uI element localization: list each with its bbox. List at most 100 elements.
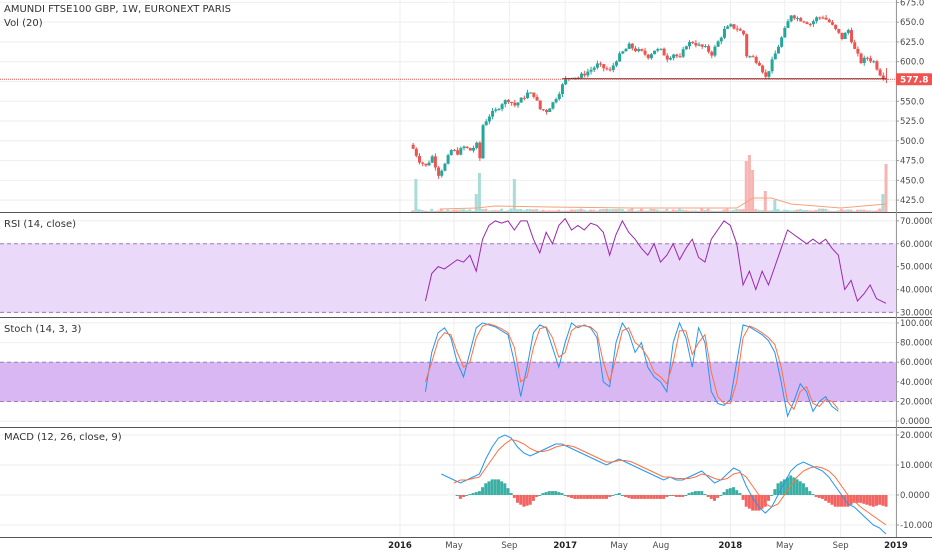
candle-body — [421, 162, 425, 164]
macd-histogram-bar — [763, 495, 767, 507]
volume-bar — [620, 209, 624, 212]
volume-bar — [538, 210, 542, 212]
volume-bar — [668, 210, 672, 212]
volume-bar — [427, 210, 431, 212]
y-tick-label: 20.0000 — [900, 397, 932, 407]
candle-body — [576, 77, 580, 79]
macd-histogram-bar — [712, 495, 716, 501]
macd-histogram-bar — [528, 495, 532, 505]
y-tick-label: 650.0 — [900, 18, 924, 28]
candle-body — [634, 48, 638, 52]
macd-histogram-bar — [573, 495, 577, 499]
macd-histogram-bar — [477, 491, 481, 495]
candle-body — [472, 147, 476, 151]
macd-histogram-bar — [550, 491, 554, 495]
candle-body — [548, 108, 552, 113]
macd-histogram-bar — [649, 495, 653, 499]
macd-histogram-bar — [506, 488, 510, 495]
candle-body — [764, 72, 768, 77]
macd-histogram-bar — [824, 495, 828, 501]
macd-histogram-bar — [846, 495, 850, 507]
volume-bar — [849, 209, 853, 212]
macd-histogram-bar — [687, 493, 691, 495]
candle-body — [719, 37, 723, 42]
rsi-band — [0, 243, 896, 313]
volume-bar — [509, 208, 513, 212]
macd-histogram-bar — [639, 495, 643, 499]
macd-histogram-bar — [538, 495, 542, 496]
macd-histogram-bar — [522, 495, 526, 507]
candle-body — [872, 61, 876, 63]
macd-histogram-bar — [598, 495, 602, 499]
volume-bar — [738, 209, 742, 212]
candle-body — [519, 97, 523, 103]
candle-body — [554, 99, 558, 103]
macd-histogram-bar — [620, 495, 624, 496]
macd-histogram-bar — [458, 495, 462, 499]
macd-histogram-bar — [608, 495, 612, 497]
candle-body — [830, 22, 834, 25]
macd-histogram-bar — [820, 495, 824, 499]
y-tick-label: 40.0000 — [900, 286, 932, 296]
candle-body — [713, 46, 717, 56]
volume-bar — [423, 210, 427, 212]
volume-bar — [433, 210, 437, 212]
macd-histogram-bar — [700, 491, 704, 495]
candle-body — [716, 41, 720, 47]
candle-body — [491, 110, 495, 117]
volume-bar — [525, 209, 529, 212]
volume-bar — [411, 210, 415, 212]
macd-histogram-bar — [595, 495, 599, 499]
volume-bar — [728, 210, 732, 212]
macd-histogram-bar — [770, 495, 774, 496]
volume-bar — [481, 209, 485, 212]
macd-histogram-bar — [735, 490, 739, 495]
macd-histogram-bar — [611, 495, 615, 496]
candle-body — [827, 19, 831, 23]
candle-body — [761, 65, 765, 73]
macd-histogram-bar — [630, 495, 634, 499]
macd-histogram-bar — [563, 495, 567, 496]
candle-body — [786, 21, 790, 28]
candle-body — [605, 68, 609, 70]
macd-histogram-bar — [728, 488, 732, 495]
macd-histogram-bar — [741, 495, 745, 500]
macd-histogram-bar — [814, 495, 818, 497]
macd-histogram-bar — [544, 492, 548, 495]
volume-bar — [712, 210, 716, 212]
rsi-line — [424, 217, 887, 304]
macd-histogram-bar — [627, 495, 631, 498]
stoch-k-line — [424, 321, 839, 418]
volume-bar — [544, 210, 548, 212]
candle-body — [481, 125, 485, 159]
macd-histogram-bar — [658, 495, 662, 499]
volume-bar — [624, 210, 628, 212]
volume-bar — [722, 209, 726, 212]
volume-bar — [474, 194, 478, 212]
macd-histogram-bar — [519, 495, 523, 505]
volume-bar — [598, 209, 602, 212]
volume-bar — [687, 210, 691, 212]
candle-body — [859, 53, 863, 63]
volume-bar — [630, 208, 634, 212]
volume-bar — [563, 210, 567, 212]
candle-body — [875, 61, 879, 70]
y-tick-label: 0.0000 — [900, 491, 930, 501]
candle-body — [545, 110, 549, 113]
volume-bar — [442, 210, 446, 212]
macd-histogram-bar — [833, 495, 837, 507]
candle-body — [475, 142, 479, 148]
macd-histogram-bar — [760, 495, 764, 509]
macd-histogram-bar — [455, 495, 459, 496]
macd-histogram-bar — [697, 491, 701, 495]
macd-histogram-bar — [674, 495, 678, 497]
macd-histogram-bar — [681, 495, 685, 497]
candle-body — [595, 63, 599, 68]
macd-histogram-bar — [557, 492, 561, 495]
candle-body — [675, 54, 679, 57]
candle-body — [808, 23, 812, 25]
macd-histogram-bar — [766, 495, 770, 501]
macd-histogram-bar — [471, 493, 475, 495]
candle-body — [538, 100, 542, 110]
